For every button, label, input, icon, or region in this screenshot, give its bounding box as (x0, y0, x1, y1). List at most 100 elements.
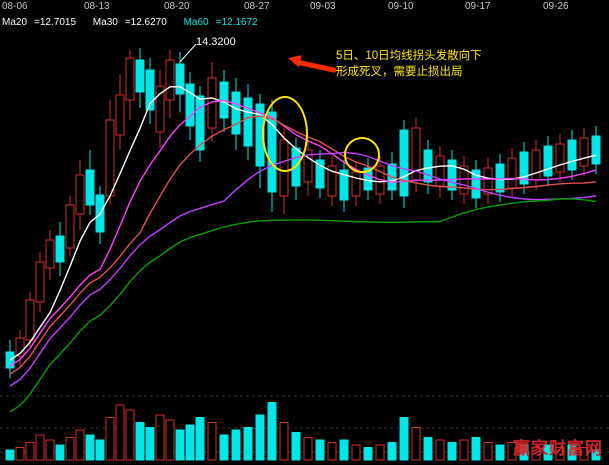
candle (45, 230, 55, 280)
ma20-value: 12.7015 (39, 17, 77, 28)
candle (5, 340, 15, 378)
candle (579, 128, 589, 176)
volume-bar (155, 414, 165, 461)
volume-bar (75, 429, 85, 461)
volume-bar (135, 422, 145, 461)
volume-bar (483, 442, 493, 461)
candle (231, 78, 241, 150)
candle (243, 84, 253, 160)
candle (85, 150, 95, 215)
candle (591, 126, 601, 174)
volume-bar (185, 424, 195, 461)
x-tick: 08-20 (164, 1, 190, 12)
ma30-label: Ma30 (92, 17, 118, 28)
candle (145, 58, 155, 124)
candle (507, 148, 517, 198)
candle (423, 140, 433, 194)
analysis-note: 5日、10日均线拐头发散向下 形成死叉，需要止损出局 (336, 48, 482, 80)
volume-bar (387, 442, 397, 461)
volume-bar (207, 422, 217, 461)
candle (447, 150, 457, 200)
volume-bar (85, 434, 95, 461)
volume-bar (363, 447, 373, 461)
candle (125, 50, 135, 120)
volume-bar (195, 417, 205, 461)
candle (165, 50, 175, 118)
candle (387, 152, 397, 200)
x-axis-ticks: 08-06 08-13 08-20 08-27 09-03 09-10 09-17 09-26 (0, 0, 609, 16)
volume-bar (411, 427, 421, 461)
candle (105, 100, 115, 205)
ma30-legend: Ma30 =12.6270 (92, 17, 167, 28)
volume-bar (255, 414, 265, 461)
candle (35, 252, 45, 312)
volume-bar (435, 439, 445, 461)
candle (115, 74, 125, 150)
volume-bar (315, 439, 325, 461)
candle (483, 158, 493, 204)
candle (459, 156, 469, 204)
candle (219, 70, 229, 132)
volume-bar (303, 437, 313, 461)
volume-bar (339, 439, 349, 461)
volume-bar (145, 427, 155, 461)
candle (185, 72, 195, 140)
x-tick: 08-27 (244, 1, 270, 12)
volume-bar (45, 439, 55, 461)
candle (495, 154, 505, 202)
ma20-legend: Ma20 =12.7015 (2, 17, 77, 28)
volume-bar (279, 422, 289, 461)
volume-bar (243, 427, 253, 461)
candle (531, 140, 541, 190)
candle (555, 134, 565, 182)
volume-bar (399, 417, 409, 461)
candle (207, 62, 217, 142)
candle (195, 86, 205, 162)
volume-bar (447, 442, 457, 461)
candle (75, 160, 85, 230)
death-cross-highlight-2 (344, 137, 380, 173)
candle (65, 196, 75, 256)
ma20-label: Ma20 (2, 17, 28, 28)
volume-bar (267, 402, 277, 461)
x-tick: 09-03 (310, 1, 336, 12)
ma60-label: Ma60 (183, 17, 209, 28)
candle (519, 142, 529, 194)
volume-bar (55, 444, 65, 461)
volume-bar (175, 429, 185, 461)
high-price-label: 14.3200 (196, 36, 236, 48)
analysis-note-line2: 形成死叉，需要止损出局 (336, 66, 463, 78)
volume-bar (291, 432, 301, 461)
x-tick: 09-10 (388, 1, 414, 12)
watermark: 赢家财富网 (513, 439, 603, 459)
volume-bar (5, 449, 15, 461)
candle (411, 118, 421, 192)
volume-bar (495, 444, 505, 461)
volume-bar (95, 439, 105, 461)
volume-bar (459, 439, 469, 461)
volume-bar (125, 409, 135, 461)
volume-bar (25, 442, 35, 461)
ma30-value: 12.6270 (130, 17, 167, 28)
volume-bar (375, 444, 385, 461)
annotation-arrow (288, 55, 337, 73)
volume-bar (219, 434, 229, 461)
ma60-legend: Ma60 =12.1672 (183, 17, 258, 28)
candle (567, 130, 577, 180)
candle (175, 52, 185, 112)
x-tick: 08-06 (2, 1, 28, 12)
volume-bar (35, 434, 45, 461)
ma-legend: Ma20 =12.7015 Ma30 =12.6270 Ma60 =12.1672 (2, 17, 272, 28)
candle (155, 70, 165, 148)
candle (25, 292, 35, 348)
volume-bar (15, 447, 25, 461)
candle (435, 146, 445, 198)
candle (327, 156, 337, 206)
volume-bar (423, 437, 433, 461)
volume-bar (115, 404, 125, 461)
x-tick: 08-13 (84, 1, 110, 12)
volume-bar (327, 442, 337, 461)
candle (95, 186, 105, 244)
